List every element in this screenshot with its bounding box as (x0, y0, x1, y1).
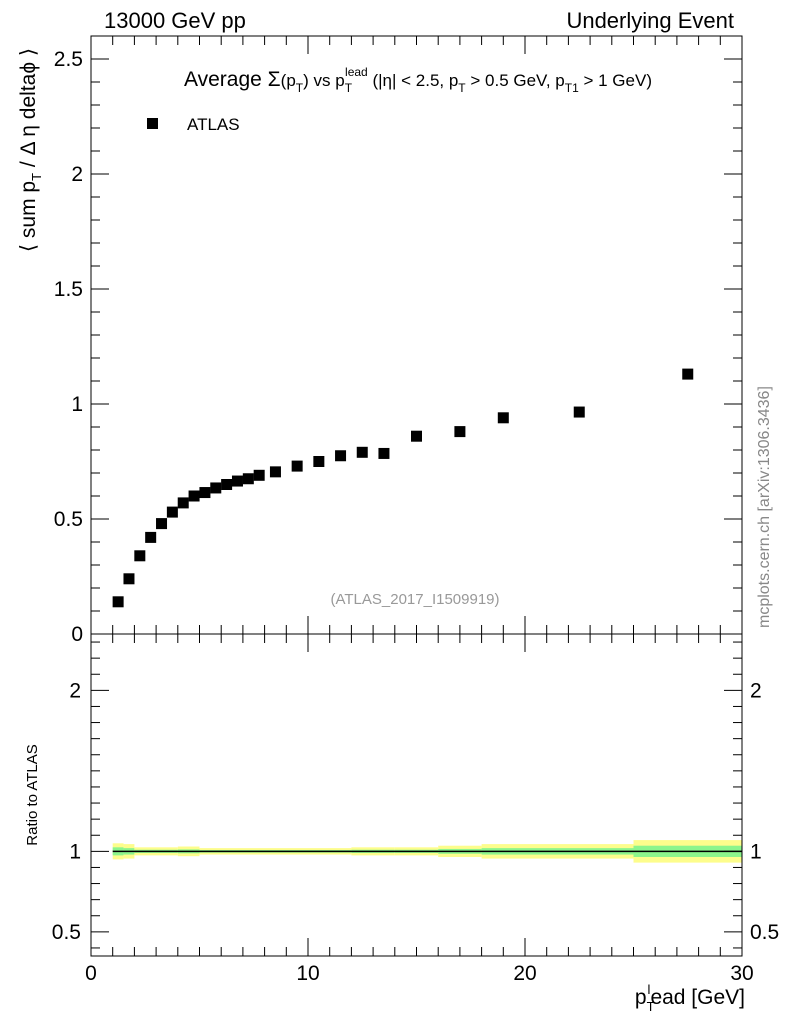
header-right: Underlying Event (566, 8, 734, 33)
y-tick-label: 1 (71, 393, 83, 416)
data-point (497, 412, 509, 424)
data-point (573, 406, 585, 418)
data-point (156, 518, 168, 530)
data-point (411, 430, 422, 442)
x-tick-label: 20 (513, 962, 536, 985)
data-point (145, 531, 157, 543)
x-tick-label: 10 (296, 962, 319, 985)
data-point (199, 487, 211, 499)
data-point (335, 450, 347, 462)
y-tick-label: 1.5 (54, 278, 83, 301)
data-point (166, 506, 178, 518)
y-tick-label-right: 0.5 (750, 921, 779, 944)
y-axis-label-bottom: Ratio to ATLAS (24, 744, 41, 845)
x-axis-label: pTlead [GeV] (635, 982, 745, 1014)
y-tick-label-right: 2 (750, 679, 762, 702)
data-point (188, 490, 200, 502)
y-tick-label-right: 1 (750, 840, 762, 863)
data-point (253, 469, 265, 481)
y-axis-label-top: ⟨ sum pT / Δ η deltaϕ ⟩ (17, 48, 44, 252)
data-point (112, 596, 124, 608)
data-point (454, 426, 466, 438)
x-tick-label: 0 (85, 962, 97, 985)
analysis-label: (ATLAS_2017_I1509919) (330, 591, 499, 608)
data-point (378, 447, 390, 459)
bottom-plot-frame (90, 633, 743, 957)
data-point (221, 479, 233, 490)
data-point (682, 368, 694, 380)
y-tick-label: 0 (71, 623, 83, 646)
header-left: 13000 GeV pp (104, 8, 246, 33)
data-point (356, 446, 368, 458)
y-tick-label: 2.5 (54, 48, 83, 71)
x-tick-label: 30 (730, 962, 753, 985)
legend-label-atlas: ATLAS (187, 115, 240, 134)
y-tick-label: 0.5 (52, 921, 81, 944)
watermark: mcplots.cern.ch [arXiv:1306.3436] (756, 386, 773, 628)
y-tick-label: 0.5 (54, 508, 83, 531)
legend-marker-atlas (147, 118, 158, 129)
chart-title: Average Σ(pT) vs pTlead (|η| < 2.5, pT >… (184, 65, 652, 95)
data-point (313, 456, 325, 467)
y-tick-label: 1 (69, 840, 81, 863)
data-point (134, 550, 146, 562)
data-point (291, 460, 303, 472)
data-point (177, 497, 189, 509)
y-tick-label: 2 (71, 163, 83, 186)
y-tick-label: 2 (69, 679, 81, 702)
data-point (210, 482, 222, 494)
data-point (269, 466, 281, 478)
data-point (242, 473, 254, 485)
data-point (123, 573, 135, 585)
data-point (231, 475, 243, 487)
